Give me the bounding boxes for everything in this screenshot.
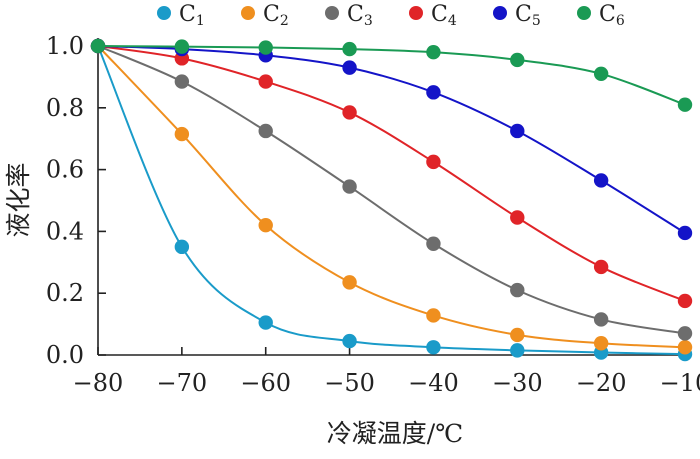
series-line (97, 45, 686, 106)
data-point (174, 239, 190, 255)
data-point (510, 282, 525, 298)
x-tick-label: −80 (73, 369, 124, 397)
x-tick-label: −60 (240, 369, 291, 397)
data-point (677, 340, 693, 355)
legend-marker (577, 6, 591, 20)
series-line (97, 45, 686, 356)
legend-subscript: 3 (364, 13, 373, 29)
legend-item: C4 (409, 2, 457, 29)
data-point (593, 259, 609, 275)
data-point (677, 326, 693, 341)
data-point (342, 60, 357, 75)
y-tick-label: 0.0 (46, 341, 84, 369)
x-axis-label: 冷凝温度/℃ (327, 419, 463, 448)
axes: 0.0 0.2 0.4 0.6 0.8 1.0 −80 −70 −60 −50 −40 −30 −20 −… (46, 32, 700, 397)
x-tick-label: −40 (408, 369, 459, 397)
legend-item: C1 (157, 2, 205, 29)
data-point (342, 333, 357, 349)
data-point (677, 97, 693, 112)
legend-marker (493, 6, 507, 20)
legend: C1 C2 C3 C4 C5 C6 (157, 2, 625, 29)
data-point (174, 74, 190, 89)
data-point (258, 74, 273, 89)
data-point (258, 218, 273, 233)
legend-subscript: 2 (280, 13, 289, 29)
data-point (258, 40, 273, 55)
data-point (342, 275, 357, 290)
series-group (90, 38, 693, 362)
data-point (258, 123, 273, 139)
data-point (593, 336, 609, 351)
data-point (426, 308, 441, 323)
data-point (593, 173, 609, 188)
series-c3 (90, 38, 693, 341)
x-tick-label: −70 (157, 369, 208, 397)
x-tick-label: −20 (576, 369, 627, 397)
data-point (426, 154, 441, 170)
legend-label: C3 (347, 2, 373, 29)
legend-subscript: 5 (532, 13, 541, 29)
data-point (342, 105, 357, 120)
data-point (593, 312, 609, 327)
data-point (677, 293, 693, 309)
legend-subscript: 1 (196, 13, 205, 29)
data-point (593, 66, 609, 82)
legend-marker (325, 6, 339, 20)
y-tick-label: 0.6 (46, 156, 84, 184)
legend-subscript: 4 (448, 13, 457, 29)
legend-item: C6 (577, 2, 625, 29)
data-point (510, 123, 525, 139)
data-point (426, 340, 441, 355)
data-point (510, 52, 525, 68)
legend-item: C2 (241, 2, 289, 29)
legend-marker (157, 6, 171, 20)
y-axis-label: 液化率 (4, 162, 33, 237)
data-point (342, 41, 357, 57)
series-line (97, 45, 686, 335)
y-tick-label: 0.8 (46, 94, 84, 122)
data-point (342, 179, 357, 194)
legend-label: C6 (599, 2, 625, 29)
legend-label: C4 (431, 2, 457, 29)
x-tick-label: −50 (324, 369, 375, 397)
data-point (174, 126, 190, 142)
data-point (258, 315, 273, 330)
data-point (510, 210, 525, 225)
series-line (97, 45, 686, 234)
legend-item: C5 (493, 2, 541, 29)
legend-subscript: 6 (616, 13, 625, 29)
x-tick-label: −30 (492, 369, 543, 397)
y-tick-label: 1.0 (46, 32, 84, 60)
y-tick-label: 0.2 (46, 279, 84, 307)
data-point (510, 327, 525, 343)
data-point (426, 236, 441, 251)
data-point (677, 225, 693, 241)
legend-label: C1 (179, 2, 205, 29)
legend-marker (409, 6, 423, 20)
data-point (426, 85, 441, 100)
data-point (174, 39, 190, 54)
legend-label: C5 (515, 2, 541, 29)
series-line (97, 45, 686, 302)
series-c6 (90, 38, 693, 112)
legend-item: C3 (325, 2, 373, 29)
data-point (510, 343, 525, 358)
legend-label: C2 (263, 2, 289, 29)
legend-marker (241, 6, 255, 20)
x-tick-label: −10 (660, 369, 700, 397)
data-point (426, 44, 441, 60)
y-tick-label: 0.4 (46, 217, 84, 245)
data-point (90, 38, 106, 54)
series-line (97, 45, 686, 349)
